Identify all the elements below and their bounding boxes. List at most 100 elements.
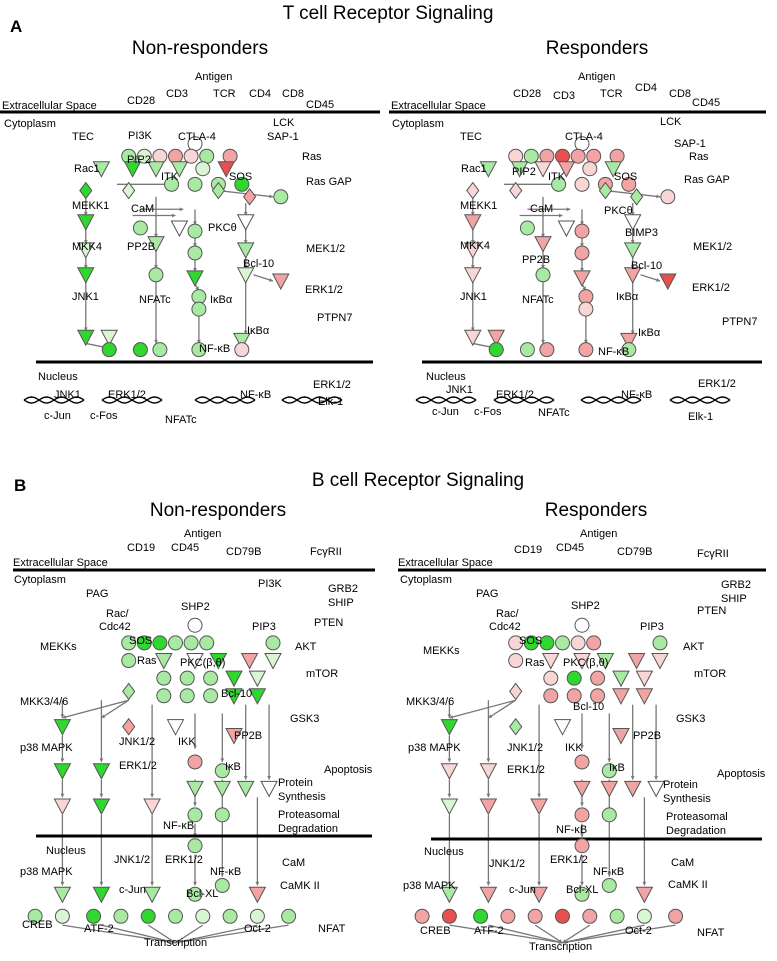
node-label: Bcl-10 — [221, 688, 252, 700]
node-diamond — [466, 181, 480, 200]
node-label: PAG — [86, 588, 108, 600]
node-label: CD19 — [514, 544, 542, 556]
node-label: CD28 — [127, 95, 155, 107]
edge-arrowhead — [580, 745, 584, 749]
edge-arrowhead — [83, 240, 88, 244]
dna-strand — [281, 396, 343, 404]
node-ellipse — [214, 877, 230, 893]
node-label: Oct-2 — [244, 923, 271, 935]
node-label: MKK4 — [72, 241, 102, 253]
node-label: Bcl-10 — [573, 701, 604, 713]
node-ellipse — [539, 635, 555, 651]
edge-arrowhead — [243, 776, 248, 780]
node-ellipse — [519, 220, 535, 236]
node-label: IκBα — [616, 291, 639, 303]
node-ellipse — [265, 635, 281, 651]
node-ellipse — [121, 653, 137, 669]
node-label: CD4 — [249, 88, 271, 100]
node-label: CD45 — [171, 542, 199, 554]
node-triangle — [604, 161, 623, 178]
region-label-extracellular: Extracellular Space — [391, 100, 486, 112]
node-triangle — [186, 780, 204, 798]
node-label: NF-κB — [210, 866, 241, 878]
node-ellipse — [609, 908, 625, 924]
node-label: ERK1/2 — [550, 854, 588, 866]
node-label: Degradation — [278, 823, 338, 835]
node-ellipse — [195, 161, 211, 177]
node-triangle — [619, 332, 638, 350]
edge — [562, 924, 676, 944]
dna-strand — [23, 396, 85, 404]
edge-arrowhead — [656, 194, 660, 199]
node-label: Ras GAP — [306, 176, 352, 188]
node-ellipse — [582, 908, 598, 924]
node-label: NF-κB — [593, 866, 624, 878]
edge-arrowhead — [243, 240, 248, 244]
node-label: Synthesis — [278, 791, 326, 803]
node-label: PIP2 — [127, 154, 151, 166]
node-ellipse — [183, 635, 199, 651]
node-triangle — [76, 267, 95, 284]
node-ellipse — [574, 838, 590, 854]
edge — [562, 924, 591, 944]
node-label: MEK1/2 — [306, 243, 345, 255]
node-triangle — [76, 329, 95, 347]
node-ellipse — [195, 908, 211, 924]
node-label: Bcl-10 — [243, 258, 274, 270]
node-triangle — [510, 161, 529, 178]
node-label: Transcription — [529, 941, 592, 953]
node-label: ERK1/2 — [305, 284, 343, 296]
edge-arrowhead — [537, 793, 542, 798]
node-label: GSK3 — [290, 713, 319, 725]
node-triangle — [573, 270, 591, 287]
node-label: CD45 — [556, 542, 584, 554]
edge — [101, 924, 176, 944]
node-ellipse — [191, 301, 207, 317]
node-ellipse — [601, 763, 617, 779]
group-title: Non-responders — [132, 38, 268, 59]
node-ellipse — [179, 688, 195, 704]
node-ellipse — [539, 148, 555, 164]
node-ellipse — [574, 245, 590, 261]
node-label: CD4 — [635, 82, 657, 94]
node-label: Antigen — [578, 71, 615, 83]
node-label: Cdc42 — [489, 621, 521, 633]
node-label: PI3K — [258, 578, 283, 590]
edge-arrowhead — [488, 714, 493, 718]
node-label: TEC — [72, 131, 94, 143]
edge-arrowhead — [541, 265, 545, 269]
node-label: CaMK II — [280, 880, 320, 892]
node-ellipse — [214, 807, 230, 823]
node-triangle — [463, 267, 482, 284]
dna-layer — [23, 396, 343, 404]
edge-arrowhead — [580, 802, 584, 807]
edge-arrowhead — [99, 793, 104, 798]
node-ellipse — [273, 189, 289, 205]
node-ellipse — [551, 176, 567, 192]
node-label: SAP-1 — [267, 131, 299, 143]
region-label-cytoplasm: Cytoplasm — [4, 118, 56, 130]
edge-arrowhead — [83, 212, 88, 216]
node-ellipse — [660, 189, 676, 205]
edge-arrowhead — [630, 212, 635, 216]
edge-arrowhead — [541, 339, 545, 344]
node-ellipse — [543, 670, 559, 686]
node-ellipse — [555, 635, 570, 651]
node-triangle — [186, 270, 204, 287]
node-ellipse — [566, 670, 582, 686]
node-triangle — [236, 214, 255, 231]
edge-arrowhead — [243, 330, 248, 335]
edge-arrowhead — [175, 940, 180, 945]
node-ellipse — [234, 176, 250, 192]
node-ellipse — [121, 635, 137, 651]
node-triangle — [596, 653, 615, 670]
node-diamond — [211, 181, 226, 200]
node-triangle — [92, 763, 111, 780]
edge-arrowhead — [193, 881, 197, 886]
node-ellipse — [574, 617, 590, 633]
node-triangle — [612, 670, 630, 688]
edge-arrowhead — [243, 212, 248, 216]
node-triangle — [534, 161, 552, 178]
